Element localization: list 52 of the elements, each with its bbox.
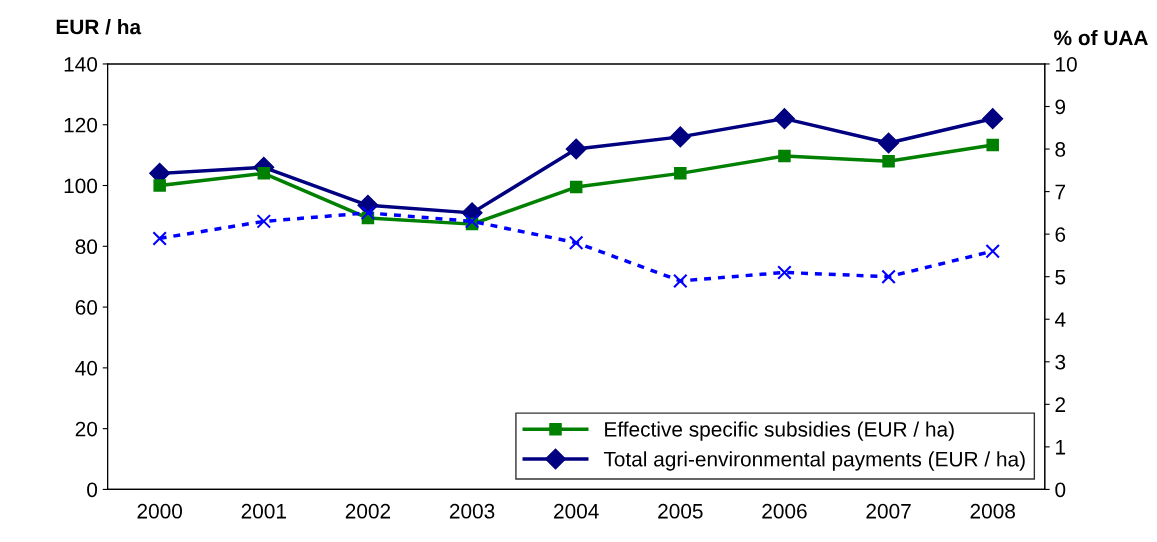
x-tick-label: 2005 xyxy=(658,503,703,519)
y2-tick-label: 7 xyxy=(1055,184,1066,200)
y2-tick-label: 10 xyxy=(1056,56,1077,72)
point xyxy=(985,243,1000,259)
y-tick-label: 80 xyxy=(75,239,98,255)
point xyxy=(878,132,900,154)
y2-tick-label: 0 xyxy=(1055,482,1066,498)
y-axis-title: EUR / ha xyxy=(56,19,142,35)
point xyxy=(669,126,691,148)
x-tick-label: 2007 xyxy=(866,503,911,519)
y-tick-label: 120 xyxy=(64,117,98,133)
x-tick-label: 2002 xyxy=(345,503,391,519)
y2-tick-label: 5 xyxy=(1055,269,1066,285)
y2-tick-label: 9 xyxy=(1055,99,1066,115)
point xyxy=(569,180,583,194)
y2-tick-label: 2 xyxy=(1055,397,1066,412)
point xyxy=(982,108,1004,130)
point xyxy=(256,214,272,229)
point xyxy=(673,273,688,289)
x-tick-label: 2008 xyxy=(970,503,1015,519)
y-tick-label: 0 xyxy=(87,482,98,498)
point xyxy=(882,154,895,168)
y2-tick-label: 3 xyxy=(1055,354,1066,370)
point xyxy=(153,179,166,192)
y2-tick-label: 4 xyxy=(1054,312,1066,327)
legend-label: Effective specific subsidies (EUR / ha) xyxy=(605,421,954,441)
y-tick-label: 100 xyxy=(64,178,98,194)
point xyxy=(778,149,791,163)
point xyxy=(674,167,687,180)
x-tick-label: 2004 xyxy=(554,503,599,519)
x-tick-label: 2000 xyxy=(137,503,183,519)
point xyxy=(881,269,896,284)
point xyxy=(565,138,587,160)
point xyxy=(360,205,376,221)
legend-label: Total agri-environmental payments (EUR / ha) xyxy=(603,451,1025,471)
y-tick-label: 40 xyxy=(75,360,98,376)
point xyxy=(152,231,167,246)
x-tick-label: 2003 xyxy=(449,503,495,519)
y2-tick-label: 8 xyxy=(1055,142,1066,157)
point xyxy=(986,138,999,152)
y-tick-label: 140 xyxy=(64,56,98,72)
y-tick-label: 20 xyxy=(75,421,98,437)
y-tick-label: 60 xyxy=(75,300,98,315)
x-tick-label: 2006 xyxy=(762,503,807,519)
y2-axis-title: % of UAA xyxy=(1054,29,1148,46)
point xyxy=(777,265,792,280)
x-tick-label: 2001 xyxy=(241,503,286,519)
point xyxy=(568,235,584,250)
y2-tick-label: 1 xyxy=(1056,440,1066,455)
point xyxy=(257,167,271,180)
point xyxy=(773,108,795,130)
y2-tick-label: 6 xyxy=(1055,227,1066,242)
